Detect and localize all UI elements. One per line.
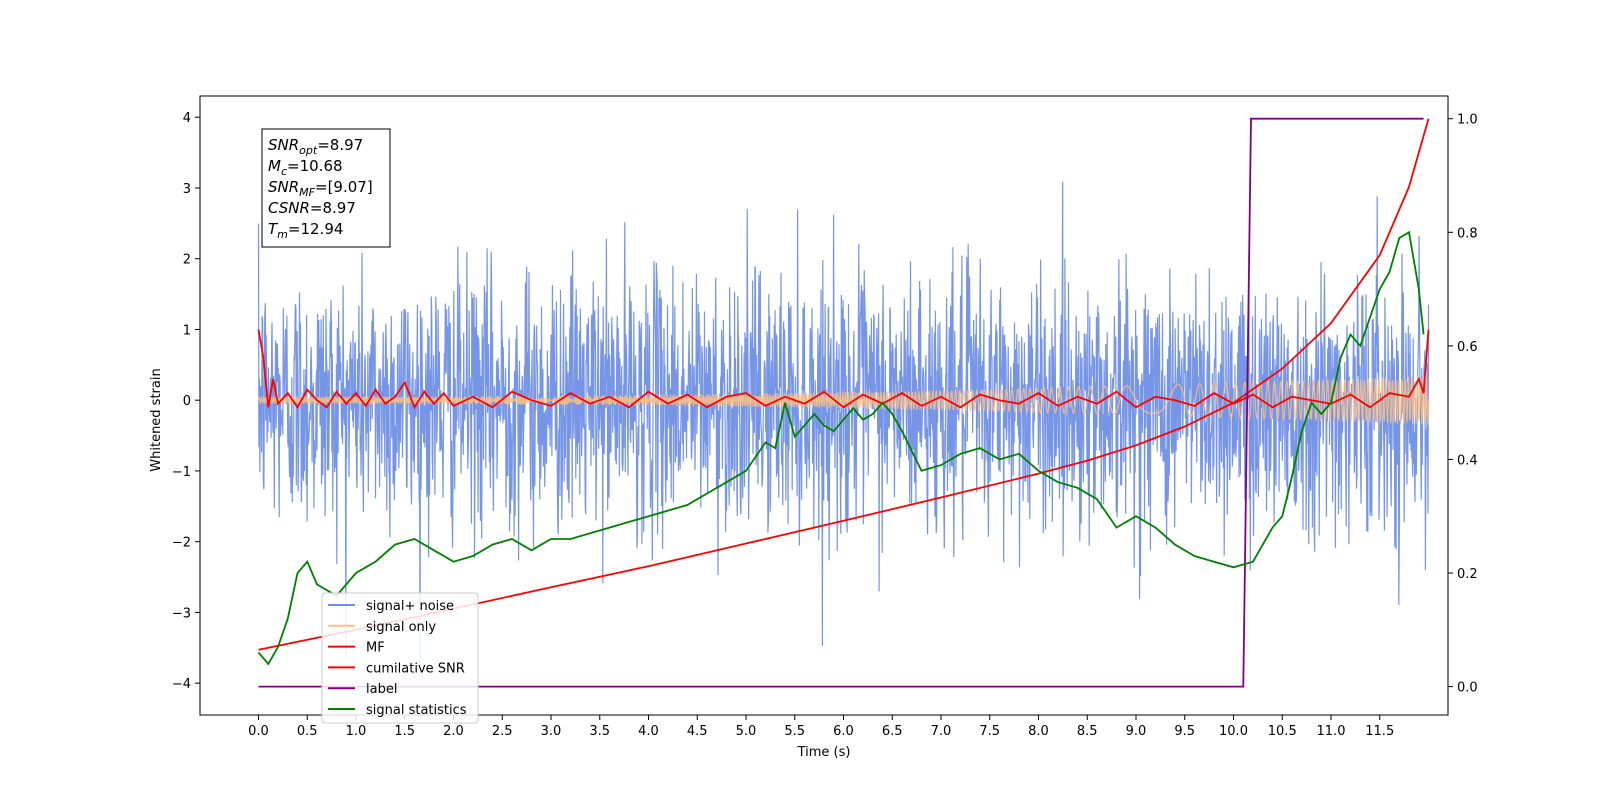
x-tick-label: 11.0 — [1317, 724, 1346, 739]
annotation-frame — [261, 128, 391, 248]
annotation-line: SNRMF=[9.07] — [268, 178, 373, 199]
series-label — [258, 117, 1424, 688]
x-tick-label: 2.0 — [443, 724, 464, 739]
x-tick-label: 10.5 — [1268, 724, 1297, 739]
series-mf — [257, 329, 1430, 410]
series-cumilative-snr — [258, 118, 1430, 651]
annotation-box: SNRopt=8.97Mc=10.68SNRMF=[9.07]CSNR=8.97… — [261, 128, 391, 248]
x-tick-label: 4.5 — [687, 724, 708, 739]
x-tick-label: 0.0 — [248, 724, 269, 739]
y-left-tick-label: 3 — [183, 182, 191, 197]
x-tick-label: 3.0 — [541, 724, 562, 739]
annotation-line: SNRopt=8.97 — [268, 136, 363, 157]
series-signal-only — [257, 376, 1430, 425]
x-tick-label: 2.5 — [492, 724, 513, 739]
x-tick-label: 5.5 — [784, 724, 805, 739]
x-tick-label: 3.5 — [589, 724, 610, 739]
legend-entry: signal statistics — [366, 703, 467, 718]
x-tick-label: 6.0 — [833, 724, 854, 739]
x-axis-label: Time (s) — [797, 745, 851, 760]
y-right-tick-label: 0.4 — [1457, 453, 1478, 468]
y-left-tick-label: 1 — [183, 323, 191, 338]
annotation-line: Tm=12.94 — [268, 220, 343, 241]
x-tick-label: 9.5 — [1174, 724, 1195, 739]
y-left-tick-label: −4 — [172, 677, 191, 692]
x-tick-label: 10.0 — [1219, 724, 1248, 739]
legend: signal+ noise signal only MF cumilative SNR… — [321, 592, 479, 724]
y-left-tick-label: 4 — [183, 111, 191, 126]
y-right-tick-label: 0.2 — [1457, 567, 1478, 582]
y-right-tick-label: 0.0 — [1457, 681, 1478, 696]
y-axis-left: 4 3 2 1 0 −1 −2 −3 −4 — [172, 111, 200, 692]
x-axis: 0.0 0.5 1.0 1.5 2.0 2.5 3.0 3.5 4.0 4.5 5.0 5.5 6.0 6… — [248, 715, 1394, 739]
y-right-tick-label: 1.0 — [1457, 113, 1478, 128]
legend-entry: MF — [366, 641, 385, 656]
legend-entry: cumilative SNR — [366, 661, 465, 676]
y-left-tick-label: 2 — [183, 253, 191, 268]
x-tick-label: 6.5 — [882, 724, 903, 739]
y-axis-right: 1.0 0.8 0.6 0.4 0.2 0.0 — [1448, 113, 1478, 696]
x-tick-label: 7.5 — [979, 724, 1000, 739]
x-tick-label: 5.0 — [736, 724, 757, 739]
x-tick-label: 1.5 — [394, 724, 415, 739]
series-signal-noise — [257, 181, 1430, 668]
y-left-tick-label: −2 — [172, 536, 191, 551]
legend-entry: label — [366, 682, 397, 697]
x-tick-label: 8.5 — [1077, 724, 1098, 739]
y-right-tick-label: 0.6 — [1457, 340, 1478, 355]
y-left-tick-label: 0 — [183, 394, 191, 409]
y-left-tick-label: −3 — [172, 606, 191, 621]
y-axis-label: Whitened strain — [149, 368, 164, 471]
y-right-tick-label: 0.8 — [1457, 226, 1478, 241]
x-tick-label: 0.5 — [297, 724, 318, 739]
x-tick-label: 1.0 — [346, 724, 367, 739]
plot-frame — [199, 95, 1449, 716]
x-tick-label: 4.0 — [638, 724, 659, 739]
annotation-line: CSNR=8.97 — [268, 199, 356, 217]
legend-frame — [321, 592, 479, 724]
annotation-line: Mc=10.68 — [268, 157, 343, 178]
series-signal-statistics — [257, 230, 1425, 666]
y-left-tick-label: −1 — [172, 465, 191, 480]
legend-entry: signal+ noise — [366, 599, 454, 614]
x-tick-label: 8.0 — [1028, 724, 1049, 739]
x-tick-label: 7.0 — [931, 724, 952, 739]
series-layer — [257, 117, 1430, 688]
legend-entry: signal only — [366, 620, 436, 635]
x-tick-label: 9.0 — [1126, 724, 1147, 739]
x-tick-label: 11.5 — [1365, 724, 1394, 739]
